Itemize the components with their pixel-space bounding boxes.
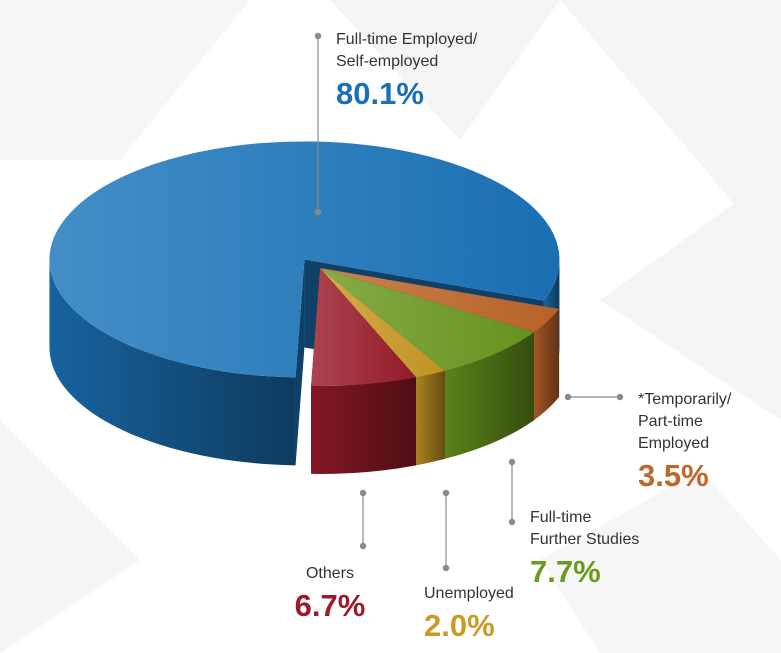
callout-end-dot — [359, 542, 367, 550]
callout-end-dot — [442, 564, 450, 572]
callout-dot — [359, 489, 367, 497]
callout-1: *Temporarily/Part-time Employed 3.5% — [564, 391, 732, 493]
callout-4: Others 6.7% — [295, 489, 367, 623]
callout-dot — [508, 458, 516, 466]
slice-top — [320, 268, 534, 371]
slice-label: *Temporarily/ — [638, 391, 732, 408]
callout-3: Unemployed 2.0% — [424, 489, 514, 643]
slice-top — [311, 268, 417, 387]
slice-label: Full-time — [530, 509, 591, 526]
slice-value-label: 80.1% — [336, 76, 424, 111]
callout-dot — [442, 489, 450, 497]
slice-top — [320, 268, 445, 378]
slice-value-label: 7.7% — [530, 554, 601, 589]
pie-slices — [49, 141, 560, 475]
callout-end-dot — [616, 393, 624, 401]
slice-label: Self-employed — [336, 53, 438, 70]
callout-end-dot — [508, 518, 516, 526]
callout-dot — [564, 393, 572, 401]
slice-top — [49, 141, 560, 378]
slice-side — [311, 377, 417, 475]
slice-value-label: 3.5% — [638, 458, 709, 493]
callout-0: Full-time Employed/Self-employed 80.1% — [314, 31, 478, 216]
slice-side — [49, 259, 296, 466]
slice-label: Part-time — [638, 413, 703, 430]
slice-side — [533, 309, 560, 421]
slice-value-label: 2.0% — [424, 608, 495, 643]
callout-end-dot — [314, 32, 322, 40]
callout-2: Full-time Further Studies 7.7% — [508, 458, 639, 589]
slice-value-label: 6.7% — [295, 588, 366, 623]
pie-callouts: Full-time Employed/Self-employed 80.1% *Te… — [295, 31, 732, 643]
callout-dot — [314, 208, 322, 216]
slice-wall — [295, 259, 305, 466]
slice-label: Unemployed — [424, 585, 514, 602]
slice-side — [444, 332, 534, 459]
slice-label: Further Studies — [530, 531, 639, 548]
slice-side — [416, 370, 445, 466]
slice-4 — [311, 268, 417, 475]
slice-label: Employed — [638, 435, 709, 452]
slice-label: Others — [306, 565, 354, 582]
slice-label: Full-time Employed/ — [336, 31, 478, 48]
slice-top — [320, 268, 560, 333]
